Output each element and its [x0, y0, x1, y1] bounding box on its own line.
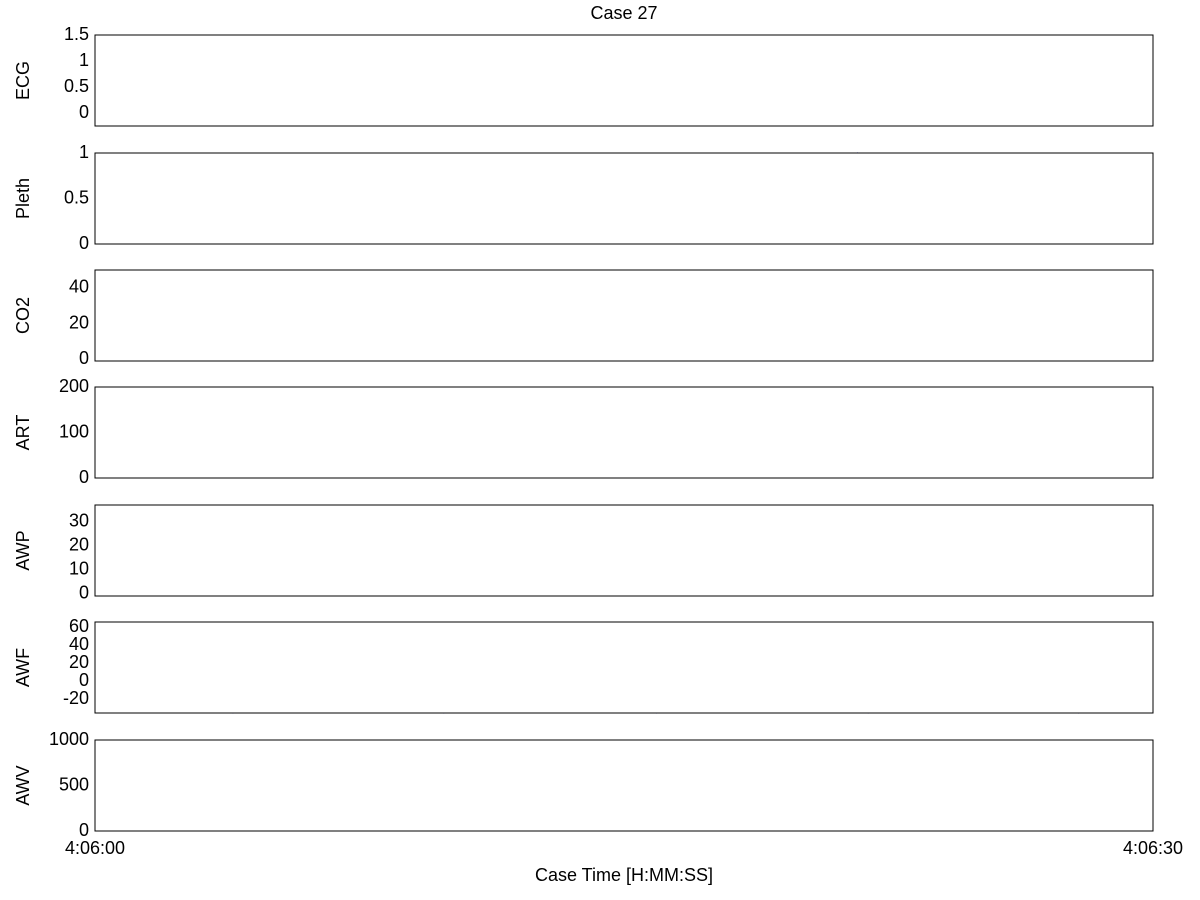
- x-tick-label: 4:06:30: [1123, 838, 1183, 858]
- y-tick-label: 20: [69, 312, 89, 332]
- y-tick-label: 0: [79, 467, 89, 487]
- y-tick-label: 0: [79, 233, 89, 253]
- y-tick-label: 30: [69, 511, 89, 531]
- y-tick-label: 0: [79, 102, 89, 122]
- y-tick-label: 0: [79, 348, 89, 368]
- axes-box: [94, 34, 1154, 127]
- y-tick-label: 10: [69, 558, 89, 578]
- y-tick-label: 0.5: [64, 76, 89, 96]
- axes-box: [94, 739, 1154, 832]
- y-tick-label: 40: [69, 634, 89, 654]
- axes-box: [94, 621, 1154, 714]
- y-tick-label: 200: [59, 376, 89, 396]
- y-axis-label: AWV: [13, 765, 33, 805]
- y-tick-label: -20: [63, 688, 89, 708]
- x-tick-label: 4:06:00: [65, 838, 125, 858]
- y-axis-label: ECG: [13, 61, 33, 100]
- axes-box: [94, 269, 1154, 362]
- y-tick-label: 20: [69, 534, 89, 554]
- y-tick-label: 0.5: [64, 187, 89, 207]
- y-tick-label: 0: [79, 582, 89, 602]
- y-tick-label: 60: [69, 616, 89, 636]
- axes-box: [94, 504, 1154, 597]
- y-tick-label: 100: [59, 421, 89, 441]
- chart-title: Case 27: [590, 3, 657, 23]
- y-tick-label: 0: [79, 820, 89, 840]
- y-tick-label: 0: [79, 670, 89, 690]
- y-tick-label: 20: [69, 652, 89, 672]
- y-tick-label: 1: [79, 50, 89, 70]
- y-tick-label: 1: [79, 142, 89, 162]
- axes-box: [94, 152, 1154, 245]
- y-axis-label: Pleth: [13, 178, 33, 219]
- y-axis-label: ART: [13, 415, 33, 451]
- y-tick-label: 1.5: [64, 24, 89, 44]
- y-axis-label: CO2: [13, 297, 33, 334]
- y-axis-label: AWP: [13, 530, 33, 570]
- axes-box: [94, 386, 1154, 479]
- y-tick-label: 1000: [49, 729, 89, 749]
- y-tick-label: 40: [69, 277, 89, 297]
- x-axis-label: Case Time [H:MM:SS]: [535, 865, 713, 885]
- y-axis-label: AWF: [13, 648, 33, 687]
- y-tick-label: 500: [59, 774, 89, 794]
